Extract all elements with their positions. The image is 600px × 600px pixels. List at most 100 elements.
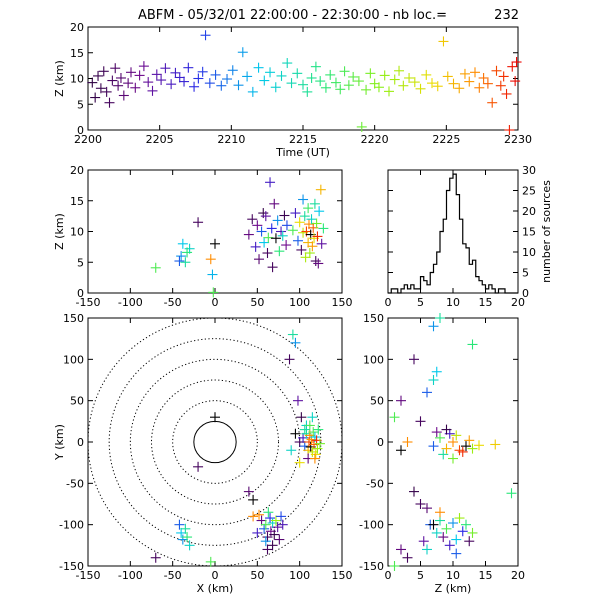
y-tick-label: 20 bbox=[70, 21, 84, 34]
source-marker bbox=[435, 313, 445, 323]
x-tick-label: -100 bbox=[118, 569, 143, 582]
source-marker bbox=[299, 211, 310, 222]
y-tick-label: 150 bbox=[63, 312, 84, 325]
source-marker bbox=[396, 544, 406, 555]
source-marker bbox=[269, 529, 280, 540]
source-marker bbox=[150, 262, 161, 273]
source-marker bbox=[504, 125, 515, 135]
source-marker bbox=[208, 287, 219, 298]
source-marker bbox=[247, 86, 258, 97]
source-marker bbox=[205, 556, 216, 567]
source-marker bbox=[296, 412, 307, 423]
source-marker bbox=[431, 527, 442, 538]
source-marker bbox=[287, 225, 298, 236]
y-tick-label: 30 bbox=[522, 164, 536, 177]
source-marker bbox=[498, 71, 509, 82]
source-marker bbox=[184, 540, 195, 551]
source-marker bbox=[296, 244, 307, 255]
source-marker bbox=[304, 248, 315, 259]
y-tick-label: 0 bbox=[77, 287, 84, 300]
source-marker bbox=[448, 453, 458, 464]
source-marker bbox=[272, 522, 283, 533]
source-marker bbox=[147, 85, 158, 96]
source-marker bbox=[394, 65, 405, 76]
source-marker bbox=[281, 220, 292, 231]
source-marker bbox=[207, 269, 218, 280]
source-marker bbox=[118, 90, 129, 101]
source-marker bbox=[302, 86, 313, 97]
y-tick-label: -50 bbox=[66, 477, 84, 490]
source-marker bbox=[441, 523, 452, 534]
source-marker bbox=[274, 246, 285, 257]
source-marker bbox=[415, 416, 426, 427]
x-tick-label: -150 bbox=[76, 569, 101, 582]
source-marker bbox=[160, 63, 171, 74]
source-marker bbox=[398, 80, 409, 91]
y-axis-label: number of sources bbox=[540, 180, 553, 283]
source-marker bbox=[311, 218, 322, 229]
source-marker bbox=[262, 248, 273, 259]
source-marker bbox=[222, 74, 233, 85]
source-marker bbox=[210, 412, 220, 423]
source-marker bbox=[277, 519, 288, 530]
source-marker bbox=[428, 321, 439, 332]
source-marker bbox=[284, 354, 295, 365]
source-marker bbox=[470, 67, 480, 78]
source-marker bbox=[179, 76, 190, 87]
source-marker bbox=[312, 443, 323, 454]
y-tick-label: 0 bbox=[522, 287, 529, 300]
source-marker bbox=[250, 241, 261, 252]
source-marker bbox=[415, 83, 426, 94]
source-marker bbox=[461, 519, 471, 530]
x-axis-label: X (km) bbox=[197, 582, 234, 595]
source-marker bbox=[227, 65, 238, 76]
source-marker bbox=[101, 86, 112, 97]
source-marker bbox=[431, 366, 442, 377]
source-marker bbox=[313, 258, 324, 269]
source-marker bbox=[303, 437, 314, 447]
source-marker bbox=[309, 453, 320, 464]
source-marker bbox=[193, 461, 204, 472]
y-tick-label: -150 bbox=[359, 560, 384, 573]
source-marker bbox=[298, 194, 309, 205]
x-tick-label: -150 bbox=[76, 296, 101, 309]
source-marker bbox=[290, 428, 301, 439]
source-marker bbox=[177, 238, 188, 249]
source-marker bbox=[256, 226, 267, 237]
source-marker bbox=[174, 519, 185, 530]
y-tick-label: 20 bbox=[522, 205, 536, 218]
source-marker bbox=[335, 84, 346, 95]
source-marker bbox=[248, 494, 259, 505]
source-marker bbox=[314, 206, 325, 217]
source-marker bbox=[270, 233, 281, 244]
source-marker bbox=[454, 83, 465, 94]
source-marker bbox=[304, 420, 315, 431]
source-marker bbox=[174, 256, 185, 267]
source-marker bbox=[402, 437, 413, 447]
source-marker bbox=[312, 231, 323, 242]
source-marker bbox=[318, 223, 329, 234]
source-marker bbox=[325, 69, 336, 80]
source-marker bbox=[252, 220, 263, 231]
x-tick-label: 5 bbox=[417, 296, 424, 309]
x-tick-label: 150 bbox=[332, 569, 353, 582]
source-marker bbox=[461, 441, 471, 452]
source-marker bbox=[270, 82, 281, 93]
source-marker bbox=[286, 78, 297, 89]
source-marker bbox=[276, 511, 287, 522]
source-marker bbox=[438, 532, 449, 543]
source-marker bbox=[308, 427, 319, 438]
source-marker bbox=[314, 438, 325, 449]
x-tick-label: 2210 bbox=[217, 133, 245, 146]
source-marker bbox=[143, 77, 154, 88]
source-marker bbox=[180, 257, 191, 268]
source-marker bbox=[262, 532, 273, 543]
source-marker bbox=[267, 262, 278, 273]
source-marker bbox=[441, 424, 452, 435]
source-marker bbox=[435, 432, 445, 443]
source-marker bbox=[126, 67, 136, 78]
source-marker bbox=[210, 69, 221, 80]
source-marker bbox=[506, 488, 517, 499]
source-marker bbox=[290, 337, 301, 348]
